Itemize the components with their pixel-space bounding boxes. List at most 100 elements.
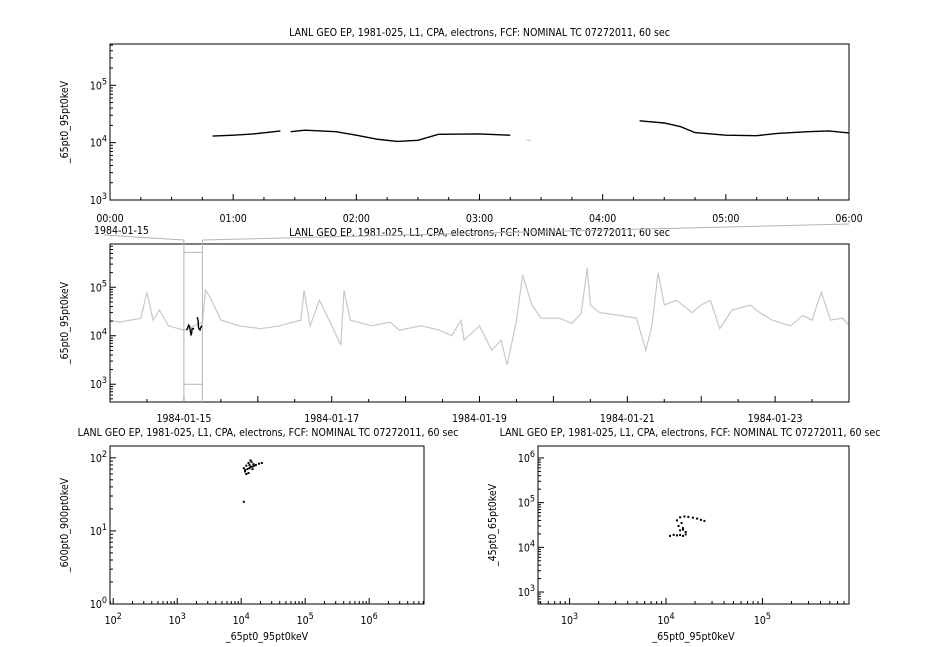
plot-frame [109, 445, 425, 605]
data-point [696, 517, 699, 520]
data-point [242, 467, 245, 470]
data-line-segment [639, 120, 850, 137]
data-point [684, 531, 687, 533]
panel-timeseries-overview: LANL GEO EP, 1981-025, L1, CPA, electron… [59, 227, 850, 425]
y-axis-label: _65pt0_95pt0keV [59, 281, 71, 365]
y-tick-label: 105 [90, 77, 107, 92]
data-point [253, 464, 256, 467]
data-point [682, 534, 684, 537]
data-point [252, 463, 255, 466]
y-tick-label: 105 [518, 495, 535, 510]
data-point [672, 533, 675, 536]
x-tick-label: 103 [561, 612, 578, 627]
data-point [244, 469, 247, 471]
plot-frame [109, 243, 850, 403]
data-point [249, 465, 252, 468]
data-point [677, 525, 680, 527]
panel-timeseries-zoom: LANL GEO EP, 1981-025, L1, CPA, electron… [59, 27, 863, 237]
plot-frame [537, 445, 850, 605]
data-point [676, 519, 678, 522]
zoomed-data-line [196, 317, 204, 332]
x-tick-label: 04:00 [589, 213, 616, 225]
data-point [247, 462, 250, 464]
y-tick-label: 104 [90, 135, 107, 150]
data-point [244, 470, 247, 473]
data-point [250, 460, 253, 463]
y-tick-label: 100 [90, 596, 107, 611]
data-point [245, 464, 248, 467]
x-tick-label: 105 [754, 612, 771, 627]
x-tick-label: 1984-01-23 [748, 413, 803, 425]
x-tick-label: 01:00 [220, 213, 247, 225]
x-tick-label: 00:00 [96, 213, 123, 225]
data-point [682, 528, 684, 531]
data-point [245, 473, 248, 475]
data-point [669, 534, 671, 537]
data-point [684, 533, 687, 536]
y-tick-label: 103 [90, 192, 107, 207]
data-point [699, 518, 702, 521]
data-point [679, 529, 682, 532]
panel-scatter-45keV: LANL GEO EP, 1981-025, L1, CPA, electron… [487, 427, 880, 643]
chart-title: LANL GEO EP, 1981-025, L1, CPA, electron… [289, 27, 670, 39]
context-data-line [109, 267, 850, 366]
x-tick-label: 1984-01-21 [600, 413, 655, 425]
data-point [251, 465, 254, 468]
y-axis-label: _600pt0_900pt0keV [59, 477, 71, 573]
chart-title: LANL GEO EP, 1981-025, L1, CPA, electron… [78, 427, 459, 439]
x-axis-label: _65pt0_95pt0keV [225, 631, 309, 643]
x-tick-label: 102 [105, 612, 122, 627]
x-tick-label: 1984-01-17 [304, 413, 359, 425]
x-axis-label: _65pt0_95pt0keV [651, 631, 735, 643]
data-point [242, 500, 245, 503]
x-tick-label: 105 [297, 612, 314, 627]
y-axis-label: _65pt0_95pt0keV [59, 80, 71, 164]
y-tick-label: 103 [518, 584, 535, 599]
x-tick-label: 106 [361, 612, 378, 627]
data-point [254, 463, 257, 466]
plot-frame [109, 43, 850, 201]
data-line-segment [290, 129, 511, 143]
chart-title: LANL GEO EP, 1981-025, L1, CPA, electron… [500, 427, 881, 439]
panel-scatter-600keV: LANL GEO EP, 1981-025, L1, CPA, electron… [59, 427, 458, 643]
data-point [679, 516, 682, 519]
data-point [679, 533, 682, 536]
x-tick-label: 104 [233, 612, 250, 627]
data-point [680, 522, 683, 524]
zoomed-data-line [185, 325, 189, 331]
y-tick-label: 105 [90, 279, 107, 294]
y-tick-label: 104 [518, 539, 535, 554]
y-tick-label: 102 [90, 450, 107, 465]
connector-right [202, 223, 850, 241]
x-tick-label: 03:00 [466, 213, 493, 225]
x-tick-label: 103 [169, 612, 186, 627]
zoom-context-connector [103, 223, 850, 402]
x-tick-label: 1984-01-19 [452, 413, 507, 425]
y-tick-label: 101 [90, 523, 107, 538]
data-point [687, 515, 690, 518]
data-point [249, 459, 252, 462]
x-tick-label: 02:00 [343, 213, 370, 225]
data-point [251, 468, 254, 471]
data-point [248, 463, 251, 466]
data-point [260, 462, 263, 464]
connector-left [103, 234, 184, 241]
x-tick-label: 05:00 [712, 213, 739, 225]
data-point [682, 527, 684, 530]
y-tick-label: 106 [518, 450, 535, 465]
data-point [691, 516, 694, 519]
zoomed-data-line [187, 323, 195, 337]
y-tick-label: 103 [90, 376, 107, 391]
y-tick-label: 104 [90, 328, 107, 343]
data-point [246, 468, 249, 471]
data-point [676, 534, 678, 537]
x-tick-label: 06:00 [835, 213, 862, 225]
data-point [248, 467, 251, 470]
data-point [247, 472, 250, 474]
x-tick-label: 104 [657, 612, 674, 627]
y-axis-label: _45pt0_65pt0keV [487, 483, 499, 567]
data-line-segment [212, 130, 281, 137]
data-point [683, 515, 686, 518]
data-point [703, 519, 706, 522]
